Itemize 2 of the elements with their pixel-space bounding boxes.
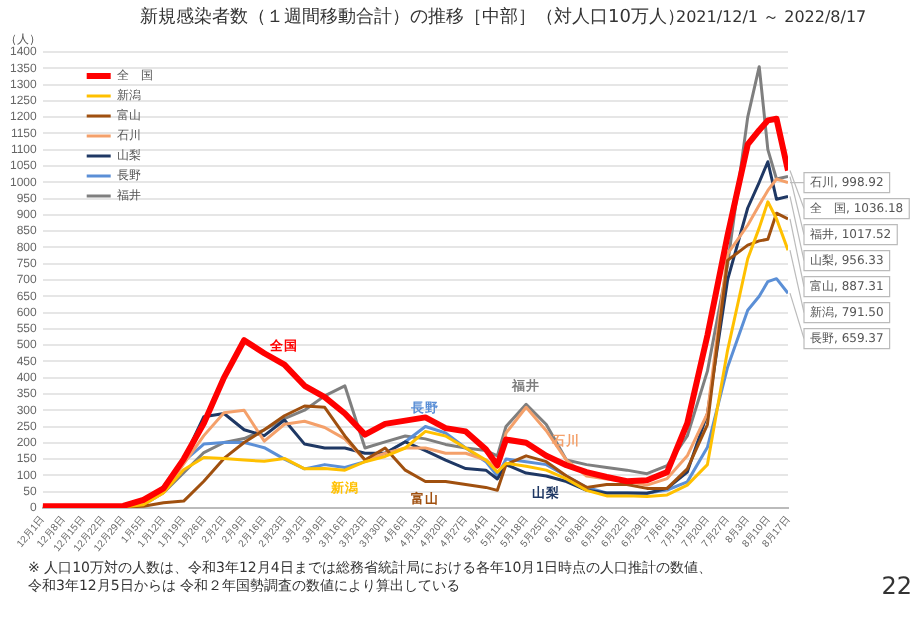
chart-subtitle: 2021/12/1 ～ 2022/8/17 bbox=[676, 6, 867, 28]
text: 22 bbox=[881, 572, 912, 600]
